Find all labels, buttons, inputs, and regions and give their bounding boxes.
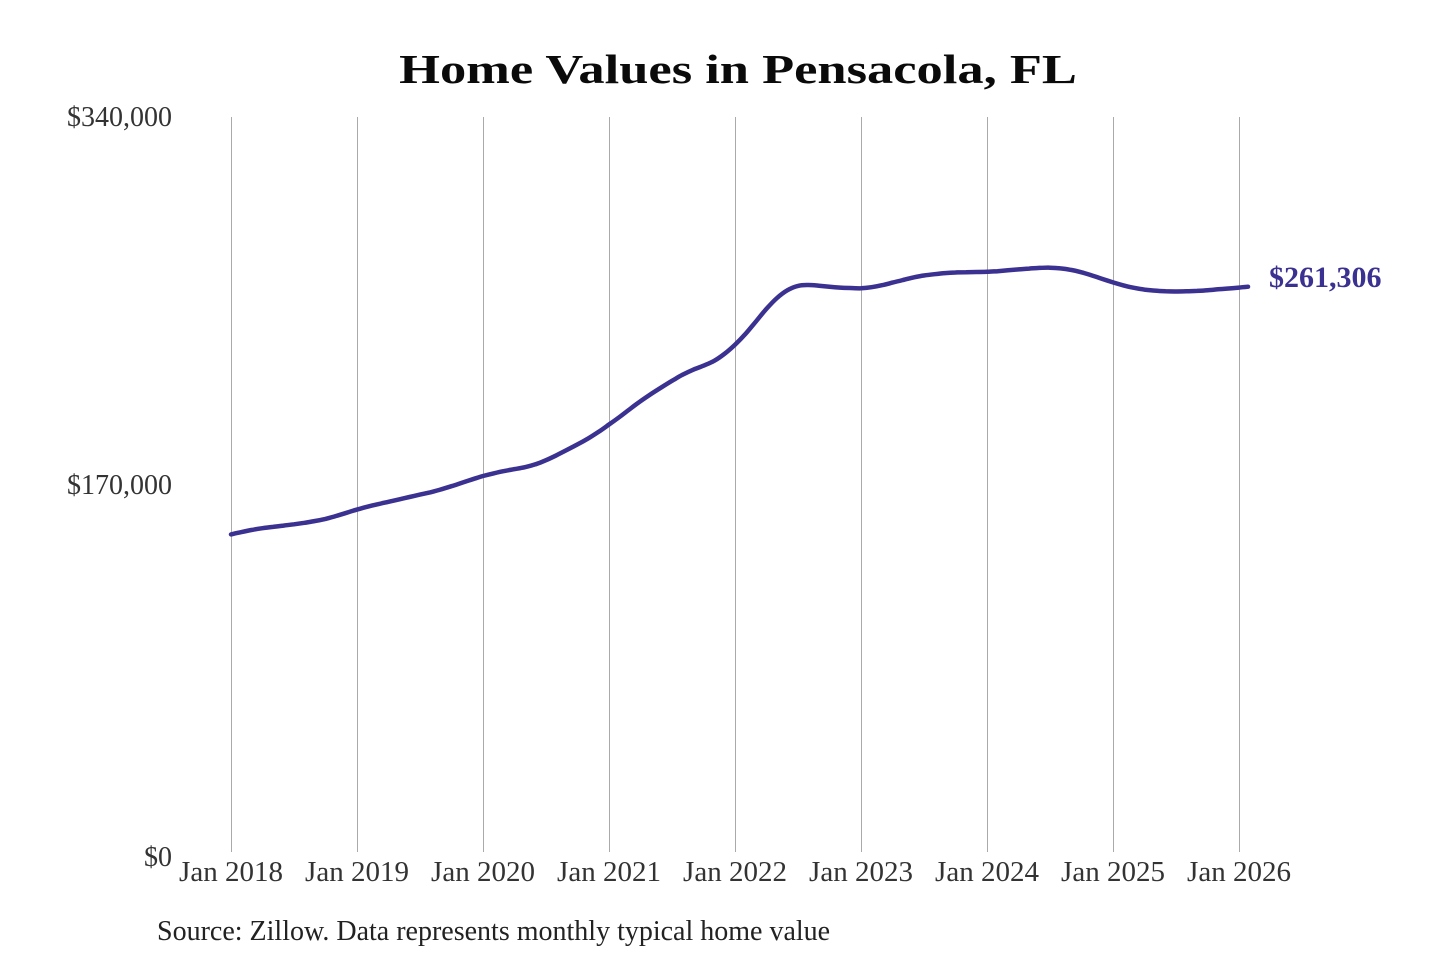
- svg-text:Jan 2019: Jan 2019: [305, 856, 409, 888]
- svg-text:Home Values in Pensacola, FL: Home Values in Pensacola, FL: [399, 47, 1077, 92]
- svg-text:Jan 2024: Jan 2024: [935, 856, 1039, 888]
- svg-text:Jan 2026: Jan 2026: [1187, 856, 1291, 888]
- svg-text:Jan 2022: Jan 2022: [683, 856, 787, 888]
- svg-text:Jan 2018: Jan 2018: [179, 856, 283, 888]
- svg-text:$261,306: $261,306: [1269, 261, 1382, 294]
- svg-text:Jan 2020: Jan 2020: [431, 856, 535, 888]
- svg-text:Jan 2023: Jan 2023: [809, 856, 913, 888]
- svg-text:$170,000: $170,000: [67, 470, 172, 501]
- svg-text:$340,000: $340,000: [67, 102, 172, 133]
- svg-text:$0: $0: [144, 842, 172, 873]
- svg-text:Jan 2025: Jan 2025: [1061, 856, 1165, 888]
- svg-text:Jan 2021: Jan 2021: [557, 856, 661, 888]
- svg-text:Source: Zillow. Data represent: Source: Zillow. Data represents monthly …: [157, 916, 830, 947]
